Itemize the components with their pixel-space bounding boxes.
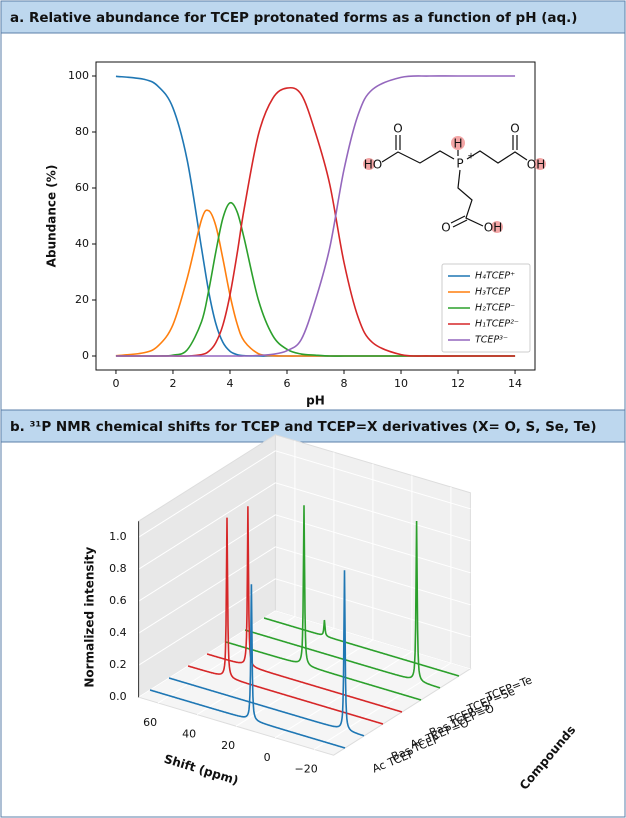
x-tick-label: −20 xyxy=(294,762,317,775)
y-tick-label: 80 xyxy=(75,125,89,138)
line xyxy=(115,201,516,357)
line xyxy=(115,75,516,357)
panel-title: a. Relative abundance for TCEP protonate… xyxy=(10,10,577,26)
highlight xyxy=(491,221,503,233)
legend-label: TCEP³⁻ xyxy=(475,335,508,346)
grid-line xyxy=(275,482,471,542)
highlight xyxy=(534,158,546,170)
z-axis-label: Normalized intensity xyxy=(83,547,97,688)
x-tick-label: 0 xyxy=(264,751,271,764)
z-tick-label: 0.4 xyxy=(109,626,127,639)
x-tick-label: 2 xyxy=(169,377,176,390)
grid-line xyxy=(275,450,471,510)
grid-line xyxy=(275,610,471,670)
atom-label: O xyxy=(441,221,450,235)
atom-label: H xyxy=(453,137,462,151)
panel-title: b. ³¹P NMR chemical shifts for TCEP and … xyxy=(10,419,597,435)
y-tick-label: 40 xyxy=(75,237,89,250)
spectrum xyxy=(263,617,460,677)
z-tick-label: 0.8 xyxy=(109,562,127,575)
z-tick-label: 0.2 xyxy=(109,658,127,671)
highlight xyxy=(363,158,375,170)
grid-line xyxy=(138,546,276,634)
spectrum xyxy=(244,520,441,689)
atom-label: O xyxy=(510,122,519,136)
y-tick-label: 100 xyxy=(68,69,89,82)
highlight xyxy=(451,136,465,150)
structure: O HO H P + O OH O OH xyxy=(363,122,546,235)
z-tick-label: 0.0 xyxy=(109,690,127,703)
x-tick-label: 0 xyxy=(112,377,119,390)
z-tick-label: 0.6 xyxy=(109,594,127,607)
x-tick-label: 6 xyxy=(283,377,290,390)
x-axis-label: pH xyxy=(306,394,325,408)
atom-label: OH xyxy=(484,221,502,235)
grid-line xyxy=(275,578,471,638)
x-tick-label: 14 xyxy=(508,377,522,390)
spectrum xyxy=(225,505,422,701)
atom-label: O xyxy=(393,122,402,136)
atom-label: P xyxy=(456,157,463,171)
x-tick-label: 20 xyxy=(221,739,235,752)
bond xyxy=(452,219,468,228)
y-tick-label: 60 xyxy=(75,181,89,194)
spectrum xyxy=(149,584,346,749)
grid-line xyxy=(138,482,276,570)
header-b xyxy=(0,409,626,443)
panel-a: 0 2 4 6 8 10 12 14 0 20 40 60 80 100 pH Abundance (%) H₄… xyxy=(45,61,536,408)
grid-line xyxy=(275,546,471,606)
bond xyxy=(466,150,528,164)
y-axis-label: Abundance (%) xyxy=(45,165,59,268)
x-tick-label: 12 xyxy=(451,377,465,390)
bond xyxy=(450,215,466,224)
x-tick-label: 8 xyxy=(341,377,348,390)
grid-line xyxy=(275,514,471,574)
legend-box xyxy=(441,263,531,353)
legend-label: H₁TCEP²⁻ xyxy=(475,319,519,330)
atom-label: + xyxy=(467,152,475,162)
grid-line xyxy=(138,578,276,666)
x-tick-label: 10 xyxy=(394,377,408,390)
header-a xyxy=(0,0,626,34)
grid-line xyxy=(138,514,276,602)
bond xyxy=(381,150,455,164)
x-tick-label: 60 xyxy=(143,716,157,729)
atom-label: OH xyxy=(527,158,545,172)
legend-label: H₃TCEP xyxy=(475,287,510,298)
spectrum xyxy=(168,570,365,737)
y-tick-label: 0 xyxy=(82,349,89,362)
bond xyxy=(457,169,484,227)
x-tick-label: 4 xyxy=(226,377,233,390)
y-tick-label: 20 xyxy=(75,293,89,306)
grid-line xyxy=(138,450,276,538)
spectrum xyxy=(187,517,384,725)
legend-label: H₂TCEP⁻ xyxy=(475,303,515,314)
spectrum xyxy=(206,506,403,713)
plot-area xyxy=(95,61,536,371)
legend-label: H₄TCEP⁺ xyxy=(475,271,515,282)
atom-label: HO xyxy=(364,158,382,172)
x-tick-label: 40 xyxy=(182,728,196,741)
z-tick-label: 1.0 xyxy=(109,530,127,543)
